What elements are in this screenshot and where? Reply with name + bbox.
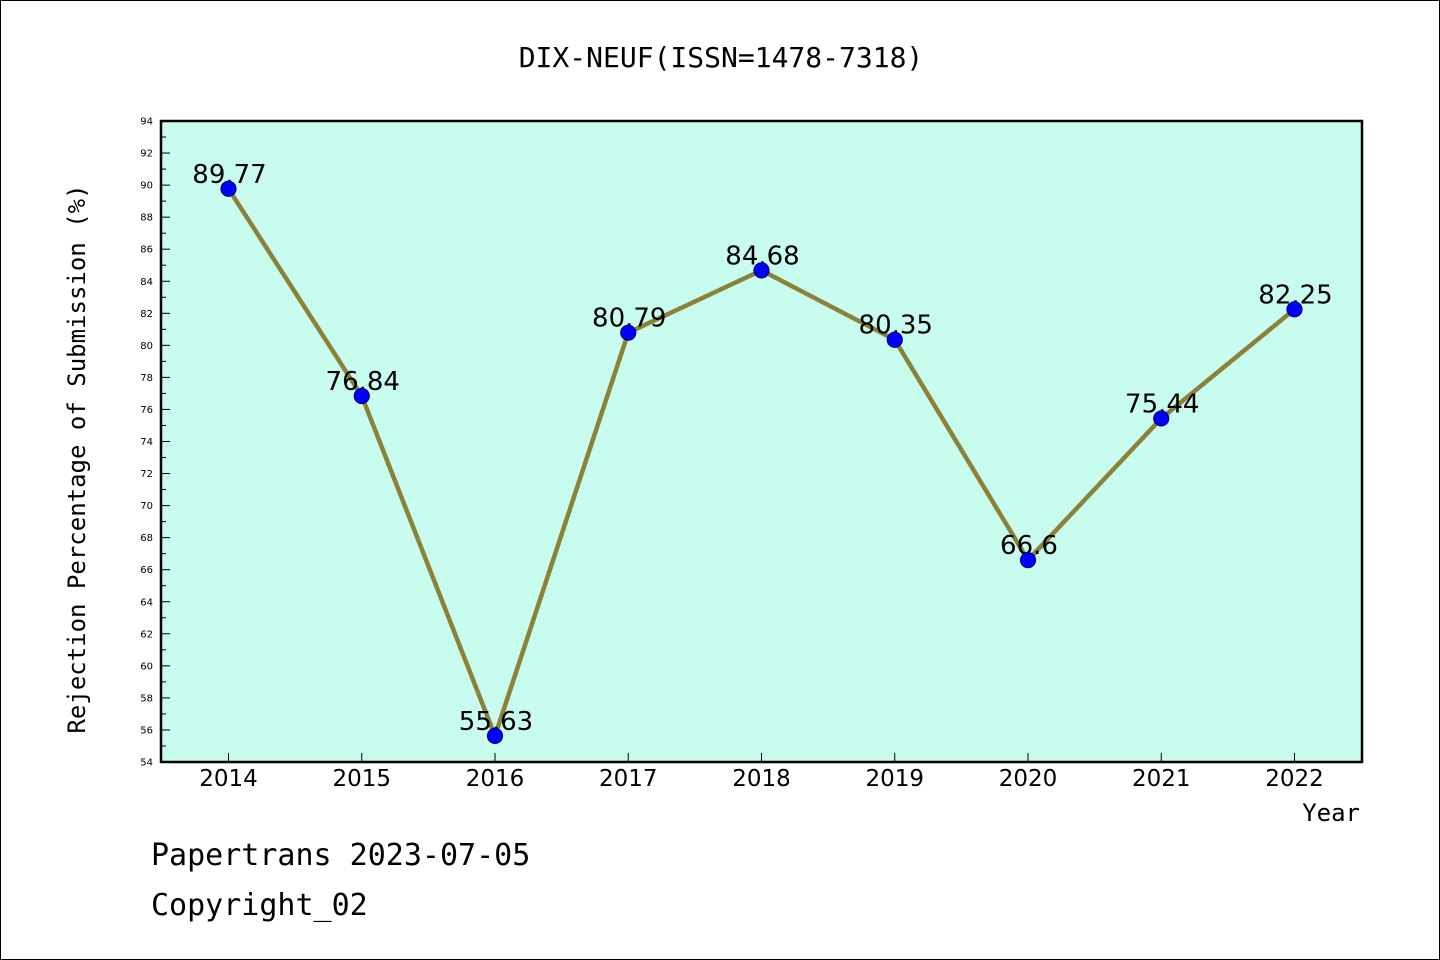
y-tick-label: 66 [140, 565, 153, 576]
x-tick-label: 2014 [199, 766, 258, 792]
y-tick-label: 72 [140, 469, 153, 480]
y-tick-label: 60 [140, 661, 153, 672]
data-point-marker [1286, 301, 1303, 318]
series-group: 89.7776.8455.6380.7984.6880.3566.675.448… [192, 160, 1333, 744]
y-tick-label: 78 [140, 373, 153, 384]
chart-title: DIX-NEUF(ISSN=1478-7318) [519, 41, 924, 74]
x-axis: 2014 2015 2016 2017 2018 2019 2020 2021 2022 [199, 753, 1324, 792]
data-point-marker [753, 262, 770, 279]
x-tick-label: 2022 [1265, 766, 1324, 792]
y-tick-label: 80 [140, 341, 153, 352]
x-tick-label: 2016 [466, 766, 525, 792]
footer-copyright-text: Copyright_02 [151, 888, 368, 923]
footer-date-text: Papertrans 2023-07-05 [151, 838, 530, 873]
y-tick-label: 82 [140, 309, 153, 320]
y-tick-label: 64 [140, 597, 153, 608]
x-tick-label: 2021 [1132, 766, 1191, 792]
x-axis-label: Year [1302, 799, 1360, 827]
y-axis: 54 56 58 60 62 64 66 68 70 72 74 76 78 80 82 84 86 88 90 92… [140, 117, 170, 769]
y-tick-label: 68 [140, 533, 153, 544]
data-point-marker [886, 331, 903, 348]
y-tick-label: 56 [140, 725, 153, 736]
y-tick-label: 62 [140, 629, 153, 640]
data-point-marker [1019, 551, 1037, 569]
y-tick-label: 70 [140, 501, 153, 512]
data-point-marker [620, 324, 637, 341]
x-tick-label: 2020 [999, 766, 1058, 792]
x-tick-label: 2017 [599, 766, 658, 792]
x-tick-label: 2019 [865, 766, 924, 792]
y-axis-label: Rejection Percentage of Submission (%) [63, 184, 91, 733]
data-point-marker [353, 387, 370, 405]
y-tick-label: 54 [140, 758, 153, 769]
y-tick-label: 58 [140, 693, 153, 704]
data-point-marker [220, 180, 237, 197]
y-tick-label: 94 [140, 117, 153, 128]
y-tick-label: 90 [140, 181, 153, 192]
data-point-marker [486, 727, 504, 744]
x-tick-label: 2018 [732, 766, 791, 792]
y-tick-label: 84 [140, 277, 153, 288]
y-tick-label: 76 [140, 405, 153, 416]
y-tick-label: 88 [140, 213, 153, 224]
y-tick-label: 74 [140, 437, 153, 448]
y-tick-label: 92 [140, 149, 153, 160]
y-tick-label: 86 [140, 245, 153, 256]
x-tick-label: 2015 [332, 766, 391, 792]
plot-area [159, 119, 1364, 764]
data-point-marker [1153, 410, 1170, 427]
